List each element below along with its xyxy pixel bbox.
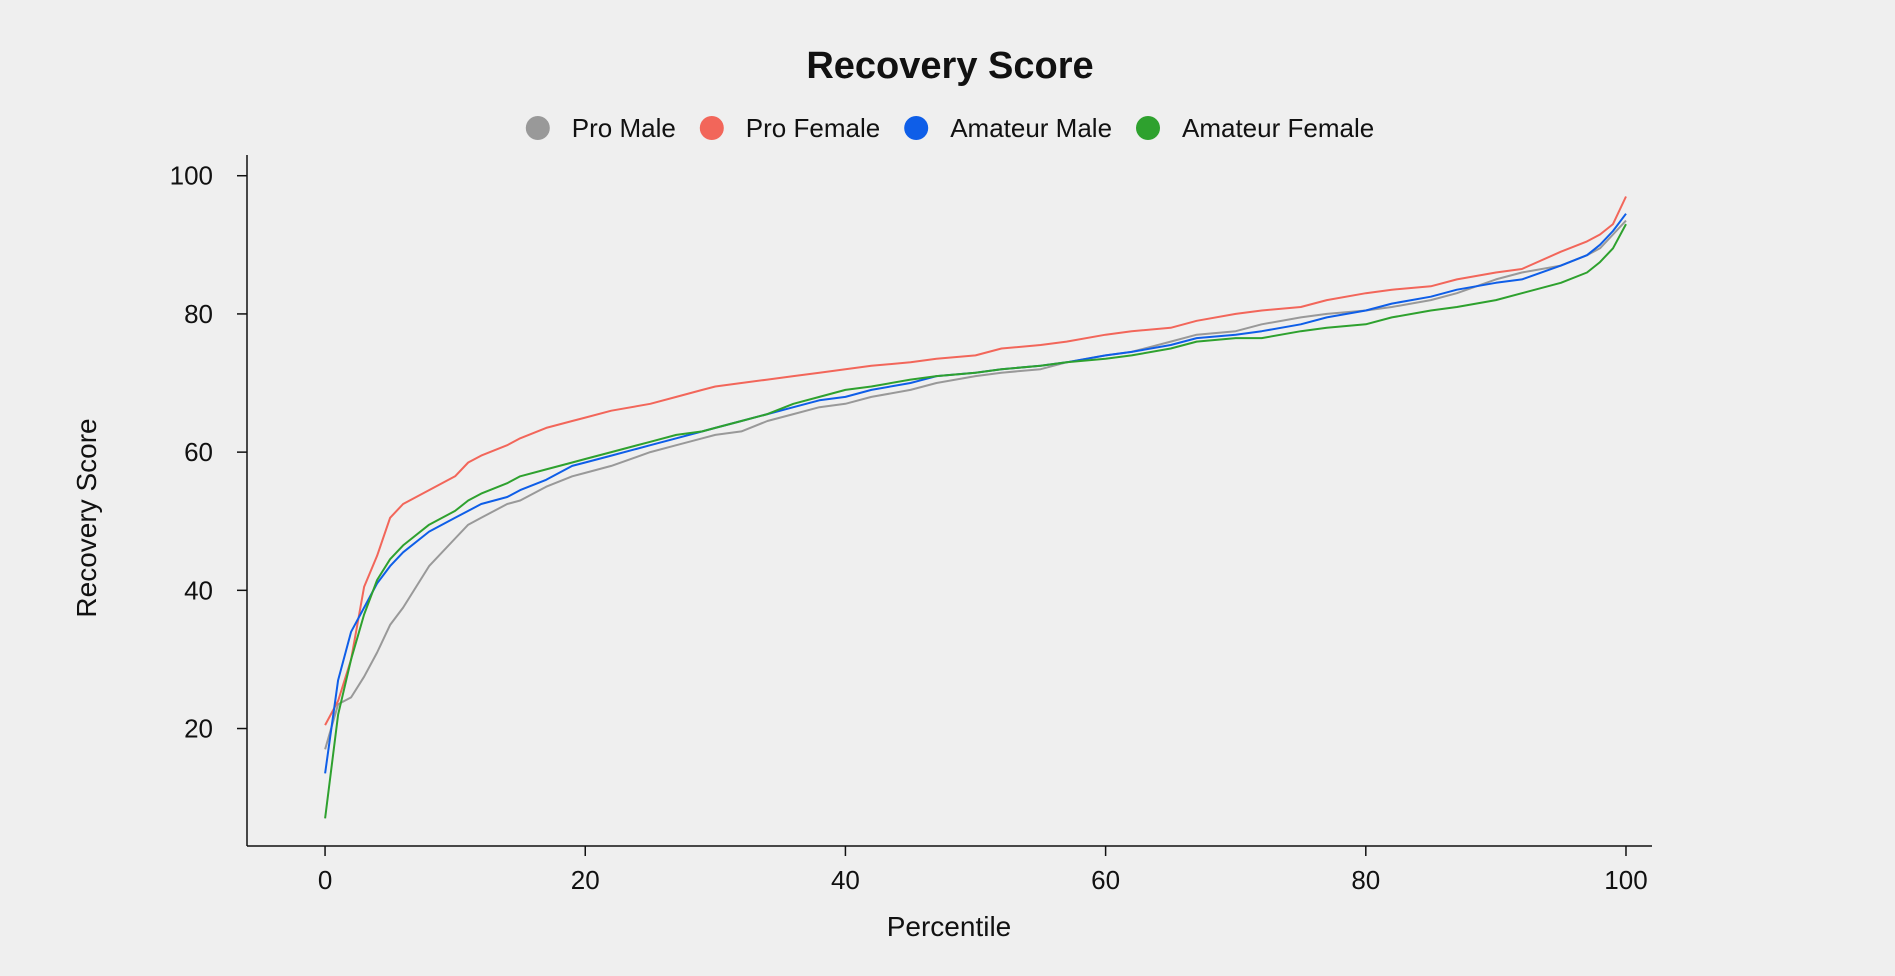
- y-tick-label: 20: [184, 714, 213, 744]
- legend-item: Amateur Male: [904, 113, 1112, 143]
- legend-label: Amateur Female: [1182, 113, 1374, 143]
- legend-label: Amateur Male: [950, 113, 1112, 143]
- x-axis-label: Percentile: [887, 911, 1012, 942]
- y-tick-label: 40: [184, 575, 213, 605]
- legend-item: Amateur Female: [1136, 113, 1374, 143]
- series-line-pro-female: [324, 196, 1627, 726]
- series-line-pro-male: [324, 219, 1627, 750]
- legend-marker: [525, 116, 550, 140]
- y-axis-ticks: 20 40 60 80 100: [170, 161, 247, 744]
- x-tick-label: 60: [1091, 865, 1120, 895]
- x-axis-ticks: 0 20 40 60 80 100: [318, 846, 1648, 895]
- x-tick-label: 80: [1351, 865, 1380, 895]
- legend-marker: [904, 116, 929, 140]
- x-tick-label: 0: [318, 865, 332, 895]
- x-tick-label: 40: [831, 865, 860, 895]
- x-tick-label: 20: [571, 865, 600, 895]
- legend-item: Pro Female: [699, 113, 880, 143]
- series-line-amateur-female: [324, 223, 1627, 819]
- legend: Pro Male Pro Female Amateur Male Amateur Fe…: [525, 113, 1374, 143]
- legend-marker: [699, 116, 724, 140]
- legend-item: Pro Male: [525, 113, 676, 143]
- legend-label: Pro Male: [572, 113, 676, 143]
- y-tick-label: 80: [184, 299, 213, 329]
- y-tick-label: 100: [170, 161, 213, 191]
- y-tick-label: 60: [184, 437, 213, 467]
- chart-title: Recovery Score: [806, 45, 1093, 87]
- legend-label: Pro Female: [746, 113, 880, 143]
- y-axis-label: Recovery Score: [71, 418, 102, 617]
- series-line-amateur-male: [324, 213, 1627, 774]
- series-lines: [324, 196, 1627, 819]
- x-tick-label: 100: [1604, 865, 1647, 895]
- legend-marker: [1136, 116, 1160, 140]
- plot-area: 0 20 40 60 80 100 20 40 60 80 100: [170, 155, 1652, 895]
